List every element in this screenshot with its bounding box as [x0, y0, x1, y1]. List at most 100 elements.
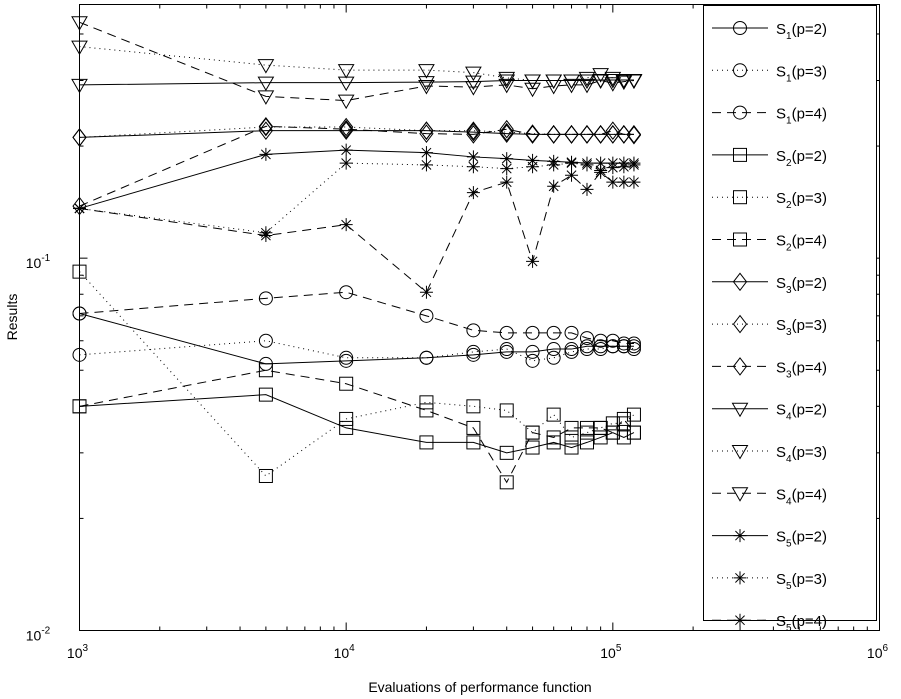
diamond-marker	[499, 122, 514, 142]
diamond-marker	[732, 357, 748, 376]
triangle-down-marker	[418, 64, 435, 79]
diamond-marker	[419, 121, 434, 140]
diamond-marker	[466, 125, 481, 144]
triangle-down-marker	[545, 79, 563, 95]
legend-entry: S4(p=4)	[712, 486, 827, 507]
series-s3-p-2-	[72, 121, 642, 147]
star-marker	[339, 143, 353, 157]
triangle-down-marker	[498, 71, 516, 87]
triangle-down-marker	[465, 81, 482, 96]
square-marker	[564, 430, 579, 445]
square-marker	[546, 430, 561, 445]
series-line	[79, 126, 634, 138]
triangle-down-marker	[563, 74, 580, 90]
triangle-down-marker	[604, 77, 622, 92]
legend-entry: S1(p=2)	[712, 21, 827, 42]
diamond-marker	[579, 125, 595, 144]
plot-frame	[79, 4, 880, 631]
legend-box	[703, 5, 877, 621]
series-line	[79, 291, 634, 344]
square-marker	[466, 420, 481, 435]
star-marker	[547, 158, 561, 172]
y-tick-label: 10-2	[26, 626, 51, 644]
star-marker	[627, 158, 641, 172]
square-marker	[605, 416, 620, 431]
diamond-marker	[339, 119, 354, 139]
circle-marker	[733, 21, 747, 35]
square-marker	[339, 420, 354, 435]
y-axis-label: Results	[4, 294, 20, 341]
circle-marker	[258, 333, 273, 348]
square-marker	[499, 475, 514, 490]
series-s4-p-3-	[71, 40, 643, 90]
legend-entry: S5(p=3)	[712, 571, 827, 592]
diamond-marker	[419, 124, 434, 143]
triangle-down-marker	[337, 94, 355, 110]
star-marker	[259, 229, 273, 243]
circle-marker	[593, 333, 608, 348]
x-tick-label: 104	[334, 643, 356, 661]
square-marker	[564, 440, 579, 455]
circle-marker	[419, 350, 434, 365]
legend-label: S4(p=3)	[776, 444, 827, 465]
legend-label: S2(p=2)	[776, 148, 827, 169]
diamond-marker	[339, 117, 354, 137]
circle-marker	[616, 339, 631, 354]
circle-marker	[605, 333, 620, 348]
circle-marker	[525, 325, 540, 340]
legend-label: S1(p=4)	[776, 106, 827, 127]
circle-marker	[525, 353, 540, 368]
circle-marker	[546, 350, 561, 365]
circle-marker	[258, 291, 273, 306]
triangle-down-marker	[524, 74, 541, 90]
star-marker	[466, 150, 480, 164]
circle-marker	[466, 323, 481, 338]
triangle-down-marker	[731, 445, 749, 460]
legend-label: S2(p=4)	[776, 233, 827, 254]
triangle-down-marker	[731, 487, 749, 502]
diamond-marker	[732, 272, 748, 292]
triangle-down-marker	[578, 71, 596, 87]
square-marker	[466, 435, 481, 450]
square-marker	[258, 387, 273, 402]
legend-label: S5(p=3)	[776, 571, 827, 592]
triangle-down-marker	[337, 76, 355, 92]
square-marker	[339, 411, 354, 426]
triangle-down-marker	[465, 66, 482, 82]
circle-marker	[466, 344, 481, 359]
square-marker	[605, 425, 620, 440]
series-s5-p-3-	[73, 156, 641, 240]
star-marker	[526, 254, 540, 268]
star-marker	[466, 186, 480, 200]
square-marker	[499, 445, 514, 460]
square-marker	[564, 420, 579, 435]
circle-marker	[626, 336, 641, 351]
diamond-marker	[605, 121, 620, 140]
diamond-marker	[616, 125, 632, 144]
legend-label: S1(p=2)	[776, 21, 827, 42]
triangle-down-marker	[578, 78, 596, 94]
triangle-down-marker	[257, 59, 275, 74]
star-marker	[733, 571, 747, 585]
legend-entry: S3(p=4)	[712, 357, 827, 380]
star-marker	[500, 162, 514, 176]
legend-entry: S5(p=4)	[712, 613, 827, 634]
series-s2-p-3-	[72, 264, 641, 483]
star-marker	[627, 175, 641, 189]
legend-label: S5(p=2)	[776, 529, 827, 550]
circle-marker	[525, 344, 540, 359]
circle-marker	[564, 344, 579, 359]
circle-marker	[593, 339, 608, 354]
triangle-down-marker	[731, 402, 749, 418]
circle-marker	[733, 63, 747, 78]
diamond-marker	[732, 314, 748, 334]
diamond-marker	[339, 121, 354, 140]
square-marker	[626, 407, 641, 422]
series-line	[79, 125, 634, 207]
legend-entry: S4(p=2)	[712, 402, 827, 423]
star-marker	[580, 158, 594, 172]
square-marker	[733, 232, 747, 247]
circle-marker	[546, 342, 561, 357]
triangle-down-marker	[418, 76, 435, 91]
legend-label: S3(p=2)	[776, 275, 827, 296]
